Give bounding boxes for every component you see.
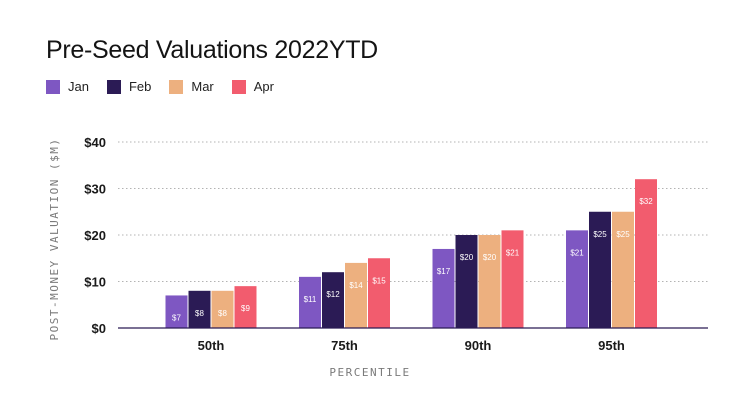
legend-item-jan: Jan xyxy=(46,79,89,94)
data-label-feb-95th: $25 xyxy=(593,230,607,239)
data-label-mar-90th: $20 xyxy=(483,253,497,262)
data-label-apr-95th: $32 xyxy=(639,197,653,206)
y-tick-label-20: $20 xyxy=(84,228,106,243)
legend-item-feb: Feb xyxy=(106,79,152,94)
bar-jan-75th xyxy=(299,276,321,328)
y-tick-label-30: $30 xyxy=(84,182,106,197)
bar-apr-50th xyxy=(234,286,257,328)
data-label-jan-90th: $17 xyxy=(437,267,451,276)
legend-label-mar: Mar xyxy=(191,79,214,94)
legend-label-feb: Feb xyxy=(128,79,152,94)
x-axis-title: PERCENTILE xyxy=(329,366,410,379)
legend-label-jan: Jan xyxy=(68,79,89,94)
data-label-jan-75th: $11 xyxy=(304,295,317,304)
bar-apr-90th xyxy=(501,230,524,328)
bar-feb-50th xyxy=(188,290,211,328)
legend-item-mar: Mar xyxy=(169,79,214,94)
legend-swatch-jan xyxy=(46,79,60,94)
data-label-feb-90th: $20 xyxy=(460,253,474,262)
bar-jan-95th xyxy=(566,230,588,328)
bar-feb-75th xyxy=(322,272,344,328)
data-label-apr-90th: $21 xyxy=(506,248,520,257)
x-category-label-50th: 50th xyxy=(198,338,225,353)
chart-title: Pre-Seed Valuations 2022YTD xyxy=(46,36,378,64)
data-label-jan-95th: $21 xyxy=(570,248,584,257)
bar-apr-95th xyxy=(635,179,657,328)
x-category-label-75th: 75th xyxy=(331,338,358,353)
bar-mar-50th xyxy=(211,290,234,328)
data-label-apr-75th: $15 xyxy=(372,276,386,285)
data-label-mar-95th: $25 xyxy=(616,230,630,239)
legend-swatch-mar xyxy=(169,79,184,94)
y-axis-title: POST-MONEY VALUATION ($M) xyxy=(48,137,61,340)
legend-label-apr: Apr xyxy=(253,79,274,94)
data-label-apr-50th: $9 xyxy=(241,304,250,313)
legend-item-apr: Apr xyxy=(231,79,274,94)
y-tick-label-10: $10 xyxy=(84,275,106,290)
data-label-mar-75th: $14 xyxy=(349,281,363,290)
legend: Jan Feb Mar Apr xyxy=(46,79,292,94)
bar-jan-50th xyxy=(165,295,188,328)
bar-mar-75th xyxy=(345,262,367,328)
bar-feb-90th xyxy=(455,235,478,328)
y-tick-label-40: $40 xyxy=(84,135,106,150)
data-label-feb-50th: $8 xyxy=(195,309,204,318)
y-tick-label-0: $0 xyxy=(92,321,106,336)
data-label-feb-75th: $12 xyxy=(326,290,340,299)
bar-feb-95th xyxy=(589,211,611,328)
x-category-label-95th: 95th xyxy=(598,338,625,353)
bar-mar-95th xyxy=(612,211,634,328)
bar-apr-75th xyxy=(368,258,390,328)
bar-mar-90th xyxy=(478,235,501,328)
bar-jan-90th xyxy=(432,248,455,328)
x-category-label-90th: 90th xyxy=(465,338,492,353)
data-label-mar-50th: $8 xyxy=(218,309,227,318)
legend-swatch-apr xyxy=(231,79,246,94)
data-label-jan-50th: $7 xyxy=(172,313,181,322)
legend-swatch-feb xyxy=(106,79,121,94)
